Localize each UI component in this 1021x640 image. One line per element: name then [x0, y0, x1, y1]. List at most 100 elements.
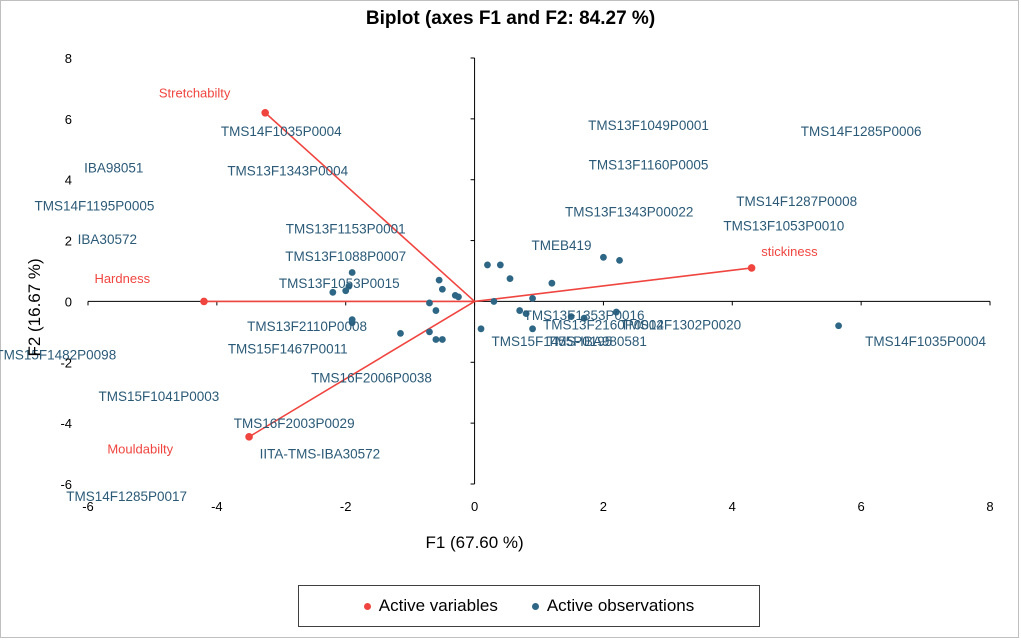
y-tick-label: 4: [65, 173, 72, 188]
observation-label: TMS13F2160P0002: [543, 317, 664, 332]
observation-label: TMS13F1343P0004: [227, 164, 348, 179]
x-tick-label: -6: [82, 499, 94, 514]
observation-label: TMS15F1041P0003: [98, 389, 219, 404]
observation-labels: TMS14F1035P0004 TMS13F1343P0004 IBA98051 TM…: [0, 118, 986, 504]
y-tick-label: -4: [60, 416, 72, 431]
x-tick-label: 6: [858, 499, 865, 514]
tick-labels: -6 -4 -2 0 2 4 6 8 -6 -4 -2 0 2 4 6 8: [60, 51, 993, 514]
x-tick-label: -4: [211, 499, 223, 514]
observation-label: IBA30572: [78, 232, 137, 247]
legend-item-variables: Active variables: [363, 596, 498, 616]
observation-label: TMS13F1153P0001: [286, 221, 406, 236]
observation-label: TMS-IBA980581: [547, 334, 647, 349]
y-tick-label: -6: [60, 477, 72, 492]
observation-points: [329, 253, 842, 343]
variable-point: [261, 108, 269, 117]
observation-point: [580, 314, 588, 322]
x-tick-label: 8: [986, 499, 993, 514]
observation-point: [432, 307, 440, 314]
x-tick-label: -2: [340, 499, 352, 514]
variable-vector: [248, 300, 475, 438]
variable-point: [747, 264, 756, 272]
variable-labels: Stretchabilty Hardness Mouldabilty stickine…: [94, 86, 818, 457]
observation-point: [612, 308, 620, 316]
observation-point: [426, 328, 433, 336]
observation-label: TMS13F1088P0007: [285, 249, 406, 264]
observation-label: TMS14F1287P0008: [736, 194, 857, 209]
legend: Active variables Active observations: [298, 585, 760, 627]
observation-point: [455, 293, 462, 301]
observation-point: [600, 253, 607, 261]
observation-label: TMS15F1482P0098: [0, 348, 116, 363]
observation-point: [529, 325, 536, 333]
observation-label: TMS13F1053P0015: [279, 276, 400, 291]
observation-label: TMS13F1160P0005: [589, 158, 709, 173]
x-axis-title: F1 (67.60 %): [425, 533, 523, 552]
observation-point: [835, 322, 842, 330]
axes-group: [87, 57, 991, 485]
observation-label: IBA98051: [84, 161, 143, 176]
observation-label: TMS15F1455P0195: [491, 334, 612, 349]
variable-label: stickiness: [761, 244, 818, 259]
variable-point: [200, 297, 208, 306]
x-tick-label: 2: [600, 499, 607, 514]
y-axis-title: F2 (16.67 %): [25, 258, 44, 356]
observation-point: [484, 261, 491, 269]
observation-point: [490, 298, 498, 305]
variable-point: [245, 433, 253, 441]
observation-point: [426, 299, 433, 307]
variable-label: Mouldabilty: [107, 442, 173, 457]
observation-point: [496, 261, 504, 269]
observation-point: [548, 279, 556, 287]
observation-label: TMS13F1049P0001: [588, 118, 709, 133]
observation-label: TMS16F2006P0038: [311, 371, 432, 386]
x-tick-label: 4: [729, 499, 736, 514]
observation-label: TMS14F1302P0020: [620, 317, 741, 332]
observation-label: TMS14F1035P0004: [221, 124, 342, 139]
y-tick-label: 0: [65, 294, 72, 309]
chart-title: Biplot (axes F1 and F2: 84.27 %): [365, 8, 656, 29]
biplot-plot-area: TMS14F1035P0004 TMS13F1343P0004 IBA98051 TM…: [0, 51, 994, 552]
observation-point: [438, 336, 446, 343]
observation-point: [397, 329, 404, 337]
y-tick-label: 2: [65, 234, 72, 249]
y-tick-label: 8: [65, 51, 72, 66]
variable-vector: [264, 112, 476, 303]
y-tick-label: 6: [65, 112, 72, 127]
observation-label: TMS14F1285P0017: [66, 489, 187, 504]
observation-point: [432, 336, 440, 343]
variable-label: Hardness: [94, 271, 150, 286]
observation-point: [529, 294, 536, 302]
observation-label: TMS14F1285P0006: [801, 124, 922, 139]
observation-point: [438, 285, 446, 293]
observation-point: [342, 287, 350, 295]
observation-point: [516, 307, 524, 314]
y-tick-label: -2: [60, 355, 72, 370]
legend-observations-label: Active observations: [546, 596, 695, 615]
observation-label: TMS16F2003P0029: [234, 416, 355, 431]
observation-point: [477, 325, 485, 333]
observation-label: TMS15F1467P0011: [228, 342, 348, 357]
observation-point: [329, 288, 337, 296]
observation-point: [435, 276, 443, 284]
x-tick-label: 0: [471, 499, 478, 514]
legend-variables-label: Active variables: [378, 596, 498, 615]
variable-vectors: [200, 108, 756, 441]
observation-point: [567, 313, 575, 321]
observation-label: TMS13F2110P0008: [247, 319, 367, 334]
observation-point: [506, 275, 514, 283]
observation-point: [348, 319, 356, 327]
observation-label: TMS13F1053P0010: [723, 218, 844, 233]
observation-label: TMS13F1353P0016: [524, 308, 645, 323]
observation-label: TMS14F1195P0005: [35, 199, 155, 214]
legend-item-observations: Active observations: [531, 596, 695, 616]
variable-vector: [474, 267, 752, 303]
variable-label: Stretchabilty: [159, 86, 231, 101]
legend-variables-marker: [363, 602, 371, 610]
observation-point: [348, 269, 356, 276]
observation-label: TMEB419: [532, 238, 592, 253]
observation-label: TMS14F1035P0004: [865, 334, 986, 349]
observation-label: IITA-TMS-IBA30572: [260, 447, 381, 462]
observation-point: [616, 256, 623, 264]
